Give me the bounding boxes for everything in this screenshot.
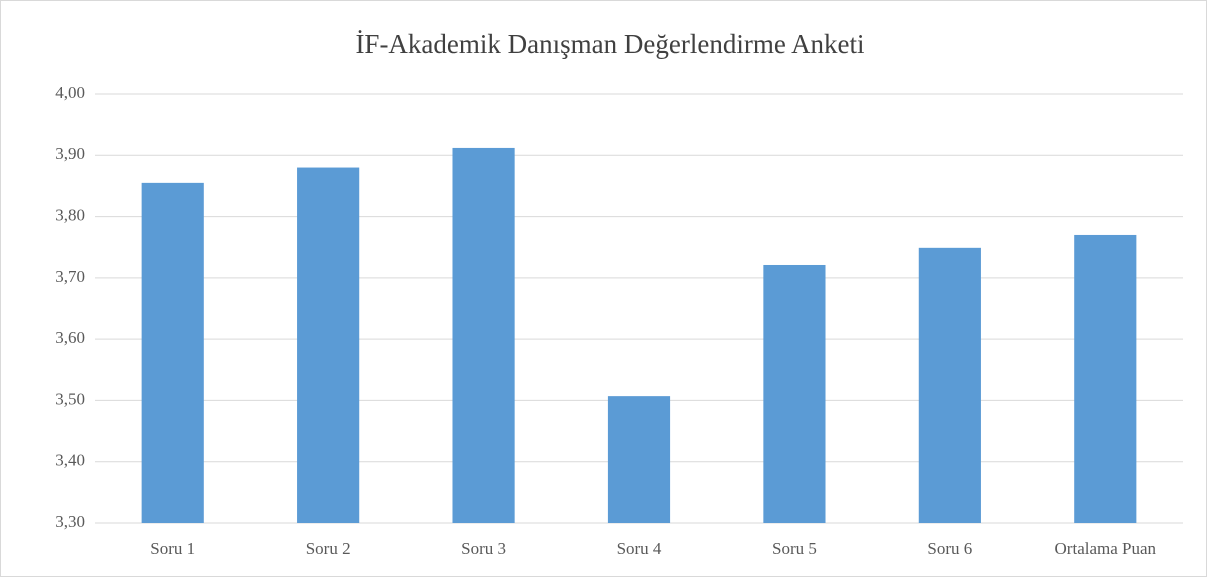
bar	[918, 247, 981, 523]
x-tick-label: Soru 3	[461, 539, 506, 558]
x-tick-label: Soru 6	[927, 539, 972, 558]
x-tick-label: Soru 4	[617, 539, 662, 558]
x-tick-label: Ortalama Puan	[1055, 539, 1157, 558]
y-tick-label: 3,80	[55, 205, 85, 224]
y-tick-label: 3,30	[55, 512, 85, 531]
bar	[607, 396, 671, 523]
y-tick-label: 3,60	[55, 328, 85, 347]
chart-title: İF-Akademik Danışman Değerlendirme Anket…	[355, 29, 864, 59]
y-tick-label: 4,00	[55, 83, 85, 102]
x-tick-label: Soru 1	[150, 539, 195, 558]
bar	[763, 264, 826, 523]
bar	[141, 182, 204, 523]
y-tick-label: 3,90	[55, 144, 85, 163]
y-tick-label: 3,70	[55, 267, 85, 286]
x-tick-label: Soru 2	[306, 539, 351, 558]
bar	[452, 147, 515, 523]
bar	[297, 167, 360, 524]
x-tick-label: Soru 5	[772, 539, 817, 558]
y-tick-label: 3,50	[55, 389, 85, 408]
y-tick-label: 3,40	[55, 451, 85, 470]
bar	[1074, 234, 1137, 523]
